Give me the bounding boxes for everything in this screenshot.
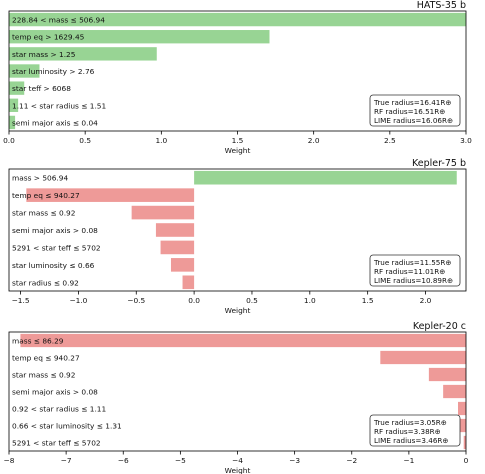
x-tick-label: −1 [403,456,414,465]
bar-2 [428,367,466,382]
x-tick-label: 2.0 [308,136,320,145]
bar-4 [458,401,466,416]
x-tick-label: 1.5 [362,296,374,305]
bar-1 [26,188,195,202]
category-label-0: mass > 506.94 [12,174,68,183]
x-tick-label: −0.5 [127,296,145,305]
chart-title: Kepler-20 c [413,321,466,332]
radius-annotation-line: LIME radius=3.46R⊕ [374,436,448,445]
category-label-5: 1.11 < star radius ≤ 1.51 [12,101,107,110]
bar-6 [463,435,466,450]
category-label-4: star teff > 6068 [12,84,71,93]
bar-3 [155,223,195,237]
x-tick-label: 2.0 [420,296,432,305]
bar-1 [380,350,466,365]
x-axis-label: Weight [225,306,251,315]
radius-annotation-line: RF radius=3.38R⊕ [374,427,441,436]
category-label-0: 228.84 < mass ≤ 506.94 [12,16,105,25]
x-tick-label: 0.5 [79,136,91,145]
radius-annotation-line: RF radius=11.01R⊕ [374,267,445,276]
x-tick-label: 1.0 [155,136,167,145]
bar-5 [9,98,19,112]
x-tick-label: 0.0 [188,296,200,305]
chart-panel-1: Kepler-75 b mass > 506.94 temp eq ≤ 940.27… [8,158,467,315]
x-tick-label: 0 [464,456,469,465]
chart-panel-2: Kepler-20 c mass ≤ 86.29 temp eq ≤ 940.27 s… [4,321,469,474]
chart-panel-0: HATS-35 b 228.84 < mass ≤ 506.94 temp eq >… [3,0,472,155]
x-tick-label: −5 [175,456,186,465]
x-tick-label: 2.5 [384,136,396,145]
bar-0 [9,12,466,27]
bar-3 [443,384,466,399]
category-label-5: 0.66 < star luminosity ≤ 1.31 [12,422,122,431]
bar-6 [182,275,195,290]
category-label-4: 0.92 < star radius ≤ 1.11 [12,405,107,414]
radius-annotation-line: LIME radius=16.06R⊕ [374,116,453,125]
bar-5 [170,258,195,272]
radius-annotation-box [369,94,461,127]
x-axis-label: Weight [225,146,251,155]
bar-6 [9,115,16,130]
radius-annotation-line: True radius=11.55R⊕ [373,258,451,267]
category-label-6: semi major axis ≤ 0.04 [12,118,98,127]
radius-annotation-line: True radius=3.05R⊕ [373,418,447,427]
bar-2 [131,205,195,220]
radius-annotation-line: LIME radius=10.89R⊕ [374,276,453,285]
x-tick-label: −1.0 [69,296,87,305]
category-label-2: star mass ≤ 0.92 [12,371,75,380]
bar-4 [160,240,195,255]
x-tick-label: −3 [289,456,300,465]
radius-annotation-line: RF radius=16.51R⊕ [374,107,445,116]
radius-annotation-box [369,254,461,287]
category-label-6: 5291 < star teff ≤ 5702 [12,439,101,448]
category-label-1: temp eq > 1629.45 [12,33,85,42]
category-label-2: star mass ≤ 0.92 [12,209,75,218]
category-label-2: star mass > 1.25 [12,50,76,59]
bar-1 [9,30,270,44]
x-tick-label: 1.0 [304,296,316,305]
x-tick-label: −7 [61,456,72,465]
x-tick-label: −6 [118,456,129,465]
radius-annotation-line: True radius=16.41R⊕ [373,98,451,107]
category-label-4: 5291 < star teff ≤ 5702 [12,243,101,252]
x-tick-label: 0.0 [3,136,15,145]
category-label-6: star radius ≤ 0.92 [12,278,79,287]
x-axis-label: Weight [225,466,251,474]
x-tick-label: −4 [232,456,243,465]
category-label-0: mass ≤ 86.29 [12,337,64,346]
x-tick-label: −2 [346,456,357,465]
category-label-3: semi major axis > 0.08 [12,388,98,397]
category-label-5: star luminosity ≤ 0.66 [12,261,95,270]
category-label-1: temp eq ≤ 940.27 [12,191,80,200]
bar-0 [20,333,467,348]
bar-3 [9,64,40,78]
bar-5 [459,418,466,433]
chart-title: Kepler-75 b [412,158,466,169]
category-label-1: temp eq ≤ 940.27 [12,354,80,363]
radius-annotation-box [369,414,461,447]
x-tick-label: 3.0 [460,136,472,145]
plot-frame [8,168,467,292]
bar-4 [9,81,25,95]
category-label-3: star luminosity > 2.76 [12,67,95,76]
chart-title: HATS-35 b [417,0,466,11]
bar-0 [194,170,457,185]
category-label-3: semi major axis > 0.08 [12,226,98,235]
x-tick-label: −8 [4,456,15,465]
bar-2 [9,47,157,61]
x-tick-label: 1.5 [232,136,244,145]
x-tick-label: 0.5 [246,296,258,305]
x-tick-label: −1.5 [12,296,30,305]
